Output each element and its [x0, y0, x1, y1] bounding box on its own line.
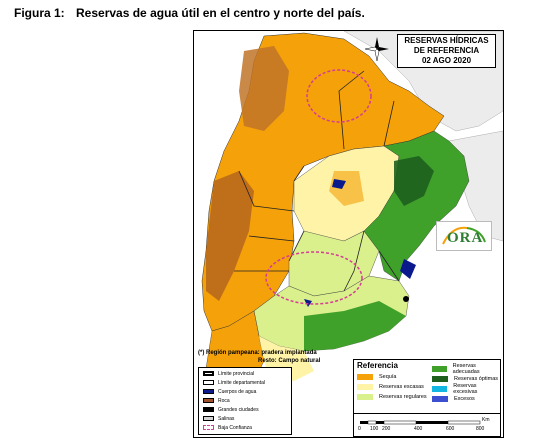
- legend-label: Baja Confianza: [218, 424, 252, 431]
- legend-label: Reservas escasas: [379, 384, 424, 390]
- low-confidence-zone: [265, 251, 363, 305]
- legend-label: Grandes ciudades: [218, 406, 259, 413]
- scale-unit: Km: [482, 417, 490, 423]
- map-title-line: DE REFERENCIA: [413, 46, 480, 55]
- legend-label: Límite departamental: [218, 379, 265, 386]
- legend-item: Reservas excesivas: [432, 383, 500, 395]
- legend-item: Excesos: [432, 395, 475, 403]
- legend-label: Excesos: [454, 396, 475, 402]
- legend-item: Reservas escasas: [357, 383, 424, 391]
- scale-tick: 200: [382, 426, 391, 432]
- map-frame: RESERVAS HÍDRICAS DE REFERENCIA 02 AGO 2…: [193, 30, 504, 438]
- legend-item: Roca: [203, 397, 230, 404]
- legend-label: Reservas excesivas: [453, 383, 478, 395]
- legend-label: Salinas: [218, 415, 235, 422]
- region-reservas-optimas: [394, 156, 434, 206]
- region-roca-oeste: [206, 171, 254, 301]
- water-body: [400, 259, 416, 279]
- scale-tick: 800: [476, 426, 485, 432]
- legend-item: Límite provincial: [203, 370, 254, 377]
- legend-label: Reservas óptimas: [454, 376, 499, 382]
- province-boundaries: [234, 70, 400, 292]
- legend-item: Reservas regulares: [357, 393, 427, 401]
- legend-item: Cuerpos de agua: [203, 388, 256, 395]
- scale-tick: 0: [358, 426, 361, 432]
- figure-number: Figura 1:: [14, 6, 65, 20]
- ora-logo-text: ORA: [447, 230, 484, 246]
- water-body: [332, 179, 346, 189]
- legend-label: Reservas regulares: [379, 394, 427, 400]
- legend-item: Reservas adecuadas: [432, 363, 500, 375]
- water-body: [304, 299, 312, 307]
- scale-tick: 100: [370, 426, 379, 432]
- ora-logo-icon: [442, 226, 486, 245]
- legend-item: Límite departamental: [203, 379, 265, 386]
- base-legend: Límite provincial Límite departamental C…: [198, 367, 292, 435]
- scale-tick: 400: [414, 426, 423, 432]
- scale-bar-graphic: [360, 420, 481, 425]
- legend-item: Reservas óptimas: [432, 375, 498, 383]
- legend-title: Referencia: [357, 361, 398, 370]
- scale-tick: 600: [446, 426, 455, 432]
- legend-item: Grandes ciudades: [203, 406, 259, 413]
- map-title-line: RESERVAS HÍDRICAS: [404, 36, 489, 45]
- legend-label: Roca: [218, 397, 230, 404]
- map-note: (*) Región pampeana: pradera implantada …: [198, 349, 320, 365]
- legend-label: Cuerpos de agua: [218, 388, 257, 395]
- region-reservas-adecuadas-sur: [304, 301, 406, 351]
- legend-item: Baja Confianza: [203, 424, 252, 431]
- region-reservas-adecuadas-ne: [363, 130, 470, 282]
- low-confidence-zone: [306, 69, 372, 123]
- legend-label: Reservas adecuadas: [452, 363, 480, 375]
- legend-label: Sequía: [379, 374, 397, 380]
- map-title-date: 02 AGO 2020: [421, 56, 472, 65]
- figure-caption: Reservas de agua útil en el centro y nor…: [76, 6, 365, 20]
- legend-item: Salinas: [203, 415, 234, 422]
- scale-bar: Km 0 100 200 400 600 800: [353, 413, 501, 437]
- legend-item: Sequía: [357, 373, 396, 381]
- compass-rose-icon: [364, 37, 389, 62]
- legend-label: Límite provincial: [218, 370, 255, 377]
- big-city-marker: [403, 296, 409, 302]
- ora-logo: ORA: [436, 221, 492, 251]
- note-line: Resto: Campo natural: [258, 358, 321, 364]
- map-title-box: RESERVAS HÍDRICAS DE REFERENCIA 02 AGO 2…: [397, 34, 496, 68]
- region-roca-noroeste: [239, 46, 289, 131]
- note-line: (*) Región pampeana: pradera implantada: [198, 350, 317, 356]
- figure-title: Figura 1: Reservas de agua útil en el ce…: [14, 6, 365, 20]
